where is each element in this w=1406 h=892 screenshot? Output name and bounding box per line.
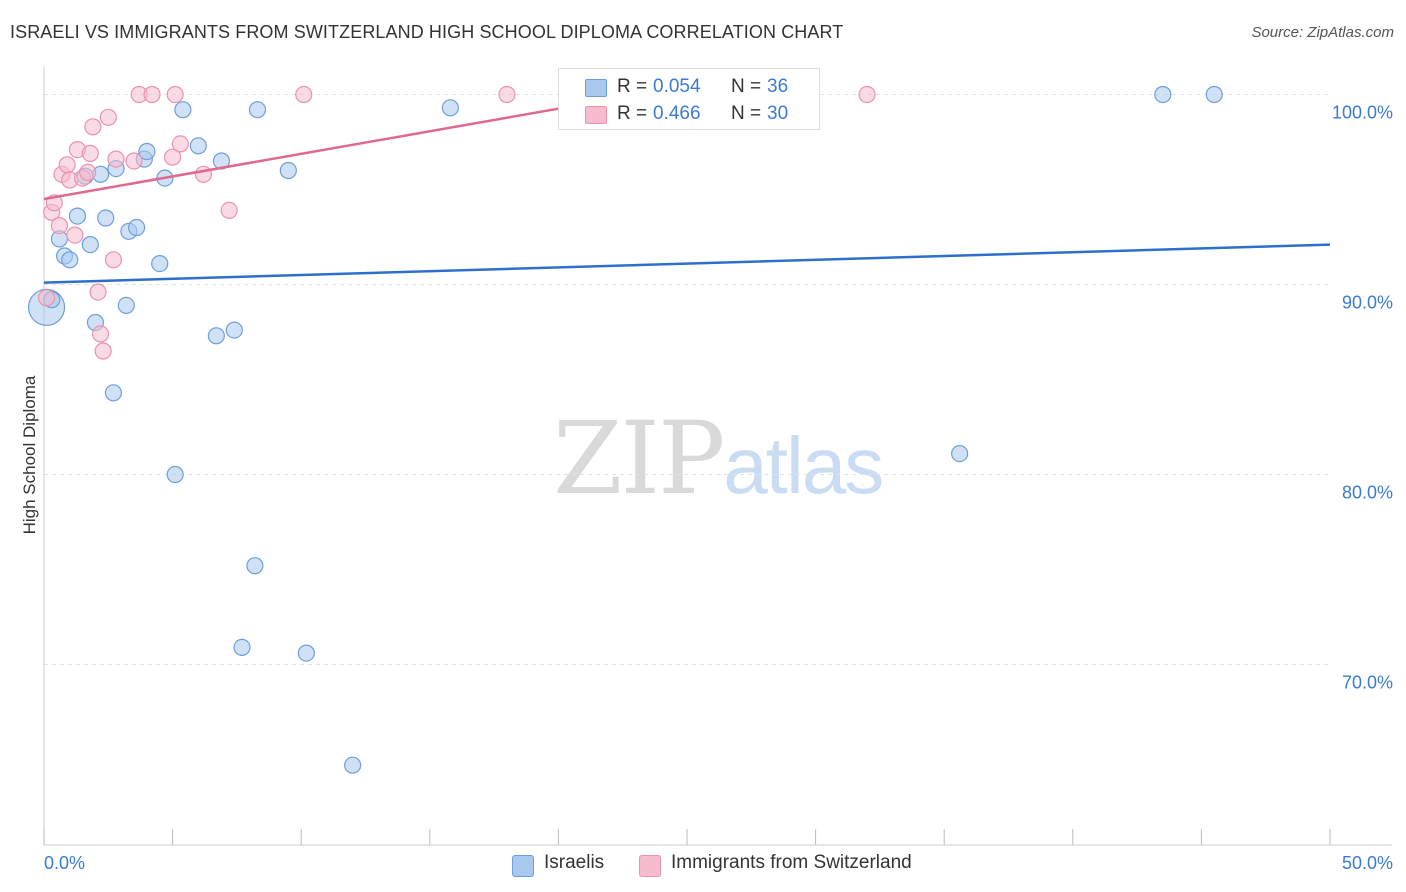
israelis-point [151, 255, 169, 273]
swiss-point [37, 289, 56, 307]
israelis-point [104, 384, 123, 402]
y-tick-label: 80.0% [1342, 483, 1393, 503]
israelis-point [1205, 85, 1223, 104]
swiss-point [194, 165, 213, 183]
swiss-point [84, 118, 102, 136]
israelis-point [246, 557, 264, 575]
swiss-swatch [585, 106, 607, 124]
swiss-point [220, 201, 238, 219]
stats-row-swiss: R = 0.466 N = 30 [559, 100, 819, 128]
swiss-legend-swatch [639, 855, 661, 877]
israelis-point [233, 638, 251, 657]
swiss-point [50, 217, 69, 235]
israelis-point [174, 101, 192, 119]
israelis-point [97, 209, 115, 227]
r-label: R = [617, 76, 648, 97]
israelis-point [951, 445, 969, 463]
r-label: R = [617, 103, 648, 124]
swiss-point [81, 144, 99, 162]
swiss-point [143, 85, 161, 104]
swiss-point [104, 251, 123, 269]
swiss-point [171, 135, 189, 153]
swiss-point [91, 325, 110, 343]
watermark: ZIPatlas [553, 400, 884, 517]
israelis-point [344, 756, 362, 774]
watermark-zip: ZIP [553, 400, 725, 517]
chart-title: ISRAELI VS IMMIGRANTS FROM SWITZERLAND H… [10, 22, 844, 42]
israelis-point [127, 218, 146, 237]
israelis-swatch [585, 79, 607, 97]
swiss-point [89, 283, 107, 301]
israelis-point [189, 137, 207, 155]
y-tick-label: 90.0% [1342, 293, 1393, 313]
stats-row-israelis: R = 0.054 N = 36 [559, 73, 819, 101]
israelis-legend-swatch [512, 855, 534, 877]
israelis-point [138, 142, 156, 161]
stats-legend: R = 0.054 N = 36 R = 0.466 N = 30 [558, 68, 820, 130]
israelis-point [166, 465, 184, 484]
swiss-point [107, 150, 125, 168]
israelis-point [279, 161, 297, 180]
y-tick-label: 100.0% [1332, 103, 1393, 123]
israelis-point [297, 644, 315, 662]
swiss-point [498, 85, 516, 104]
n-value: 36 [767, 76, 789, 97]
swiss-point [79, 163, 97, 181]
watermark-atlas: atlas [723, 421, 884, 510]
y-tick-label: 70.0% [1342, 673, 1393, 693]
swiss-point [66, 226, 84, 244]
israelis-point [225, 321, 243, 339]
israelis-point [207, 327, 225, 345]
x-tick-label: 50.0% [1342, 853, 1393, 873]
swiss-point [99, 108, 117, 126]
swiss-point [94, 342, 112, 360]
y-axis-label: High School Diploma [20, 375, 39, 535]
israelis-point [1154, 85, 1172, 104]
israelis-point [68, 207, 87, 225]
swiss-point [58, 156, 76, 174]
r-value: 0.054 [653, 76, 701, 97]
swiss-legend-label: Immigrants from Switzerland [671, 852, 912, 873]
n-label: N = [731, 103, 762, 124]
n-value: 30 [767, 103, 789, 124]
swiss-point [295, 85, 313, 104]
swiss-point [125, 152, 143, 170]
series-legend: Israelis Immigrants from Switzerland [0, 850, 1406, 880]
source-label: Source: ZipAtlas.com [1251, 24, 1394, 41]
swiss-point [164, 148, 182, 166]
r-value: 0.466 [653, 103, 701, 124]
swiss-trendline [43, 97, 618, 201]
swiss-point [166, 85, 184, 104]
swiss-point [858, 85, 876, 104]
israelis-legend-label: Israelis [544, 852, 605, 873]
israelis-point [61, 251, 79, 269]
israelis-point [117, 296, 135, 314]
n-label: N = [731, 76, 762, 97]
israelis-point [441, 99, 459, 117]
israelis-point [248, 101, 267, 119]
israelis-point [81, 236, 99, 254]
x-tick-label: 0.0% [44, 853, 85, 873]
israelis-trendline [43, 243, 1331, 284]
